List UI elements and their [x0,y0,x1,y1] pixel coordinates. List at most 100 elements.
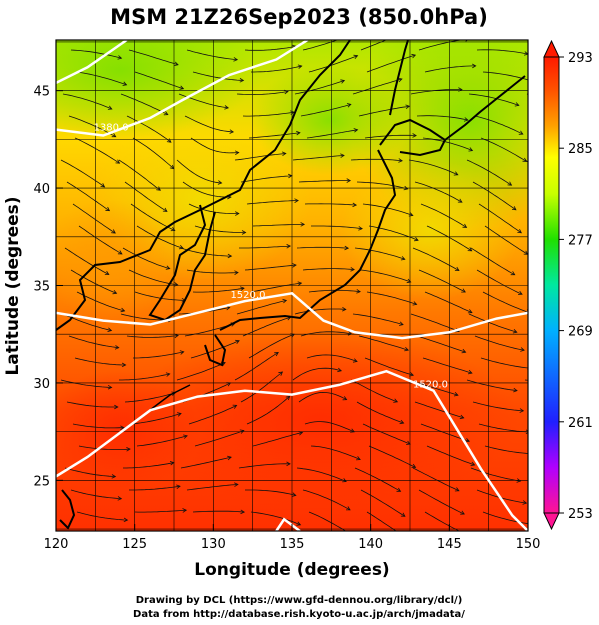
streamline-arrowhead [177,412,182,417]
streamline [186,484,238,491]
streamline-arrowhead [463,117,469,122]
streamline-arrowhead [400,256,406,261]
streamline-arrowhead [165,265,171,270]
streamline-arrowhead [586,86,590,90]
streamline-arrowhead [564,184,568,188]
streamline-arrowhead [350,428,355,433]
streamline-arrowhead [583,488,587,492]
streamline-arrowhead [296,130,301,136]
streamline [119,373,170,381]
streamline [362,423,411,445]
streamline [302,40,339,51]
streamline-arrowhead [166,138,172,143]
streamline [368,445,416,468]
streamline [366,511,397,531]
streamline [78,445,131,450]
streamline-arrowhead [100,183,106,188]
x-tick-label: 130 [201,537,226,552]
streamline [70,269,117,294]
streamline-arrowhead [580,160,584,163]
streamline-arrowhead [121,362,127,368]
streamline-arrowhead [346,103,352,108]
streamline-arrowhead [462,223,468,228]
streamline [250,511,301,526]
streamline [74,357,126,366]
streamline-arrowhead [467,309,473,314]
streamline [242,111,295,117]
streamline-arrowhead [406,278,412,284]
streamline-arrowhead [411,53,417,59]
streamline [188,405,237,425]
streamline-arrowhead [587,302,591,306]
streamline-arrowhead [468,147,474,152]
streamline-arrowhead [290,110,295,115]
streamline-arrowhead [234,150,240,155]
streamline [474,335,525,351]
x-tick-label: 140 [358,537,383,552]
streamline [360,489,406,517]
streamline [190,340,240,359]
streamline-arrowhead [342,306,347,312]
streamline [304,203,357,206]
streamline-arrowhead [169,461,175,466]
streamline-arrowhead [457,198,463,203]
streamline-arrowhead [397,77,403,83]
streamline-arrowhead [162,207,168,212]
x-axis: 120 125 130 135 140 145 150 [44,524,541,552]
x-tick-label: 150 [516,537,541,552]
streamline [352,313,404,325]
x-tick-label: 120 [44,537,69,552]
streamline [122,247,170,269]
streamline-arrowhead [525,429,528,435]
streamline [356,401,404,424]
streamline [416,335,466,353]
streamline-arrowhead [111,229,116,234]
streamline [535,489,586,491]
streamline [124,392,176,403]
streamline-arrowhead [405,31,409,35]
streamline [76,511,128,521]
streamline [238,463,291,469]
streamline [366,54,416,73]
height-contour-line [56,40,309,137]
streamline-arrowhead [174,333,179,339]
streamline [186,49,238,61]
streamline-arrowhead [358,226,363,231]
streamline [234,153,286,161]
contour-label: 1520.0 [230,290,265,301]
colorbar-tick-label: 269 [568,325,593,340]
streamline [188,203,239,214]
streamline [478,203,522,234]
streamline [245,489,296,496]
streamline-arrowhead [117,250,123,255]
streamline [236,300,287,315]
streamline-arrowhead [571,268,575,272]
streamline [298,391,347,403]
streamline [414,181,463,203]
streamline-arrowhead [510,271,516,276]
streamline [130,413,182,425]
streamline [292,155,345,161]
streamline-arrowhead [517,290,523,295]
streamline-arrowhead [340,79,346,84]
streamline-arrowhead [234,482,239,487]
streamline [358,335,409,351]
colorbar-bottom-arrow [543,512,560,531]
streamline [426,445,475,466]
streamline-arrowhead [344,245,350,251]
streamline [60,159,105,188]
streamline-arrowhead [179,350,185,355]
streamline-arrowhead [346,506,351,511]
streamline [66,401,118,408]
streamline [416,115,468,121]
streamline [180,456,232,469]
streamline-arrowhead [233,57,239,62]
streamline-arrowhead [571,110,575,114]
streamline-arrowhead [512,329,518,334]
streamline-arrowhead [114,345,120,350]
streamline-arrowhead [241,230,247,235]
map-title: MSM 21Z26Sep2023 (850.0hPa) [110,5,488,29]
streamline [368,225,419,241]
streamline-arrowhead [576,465,580,469]
